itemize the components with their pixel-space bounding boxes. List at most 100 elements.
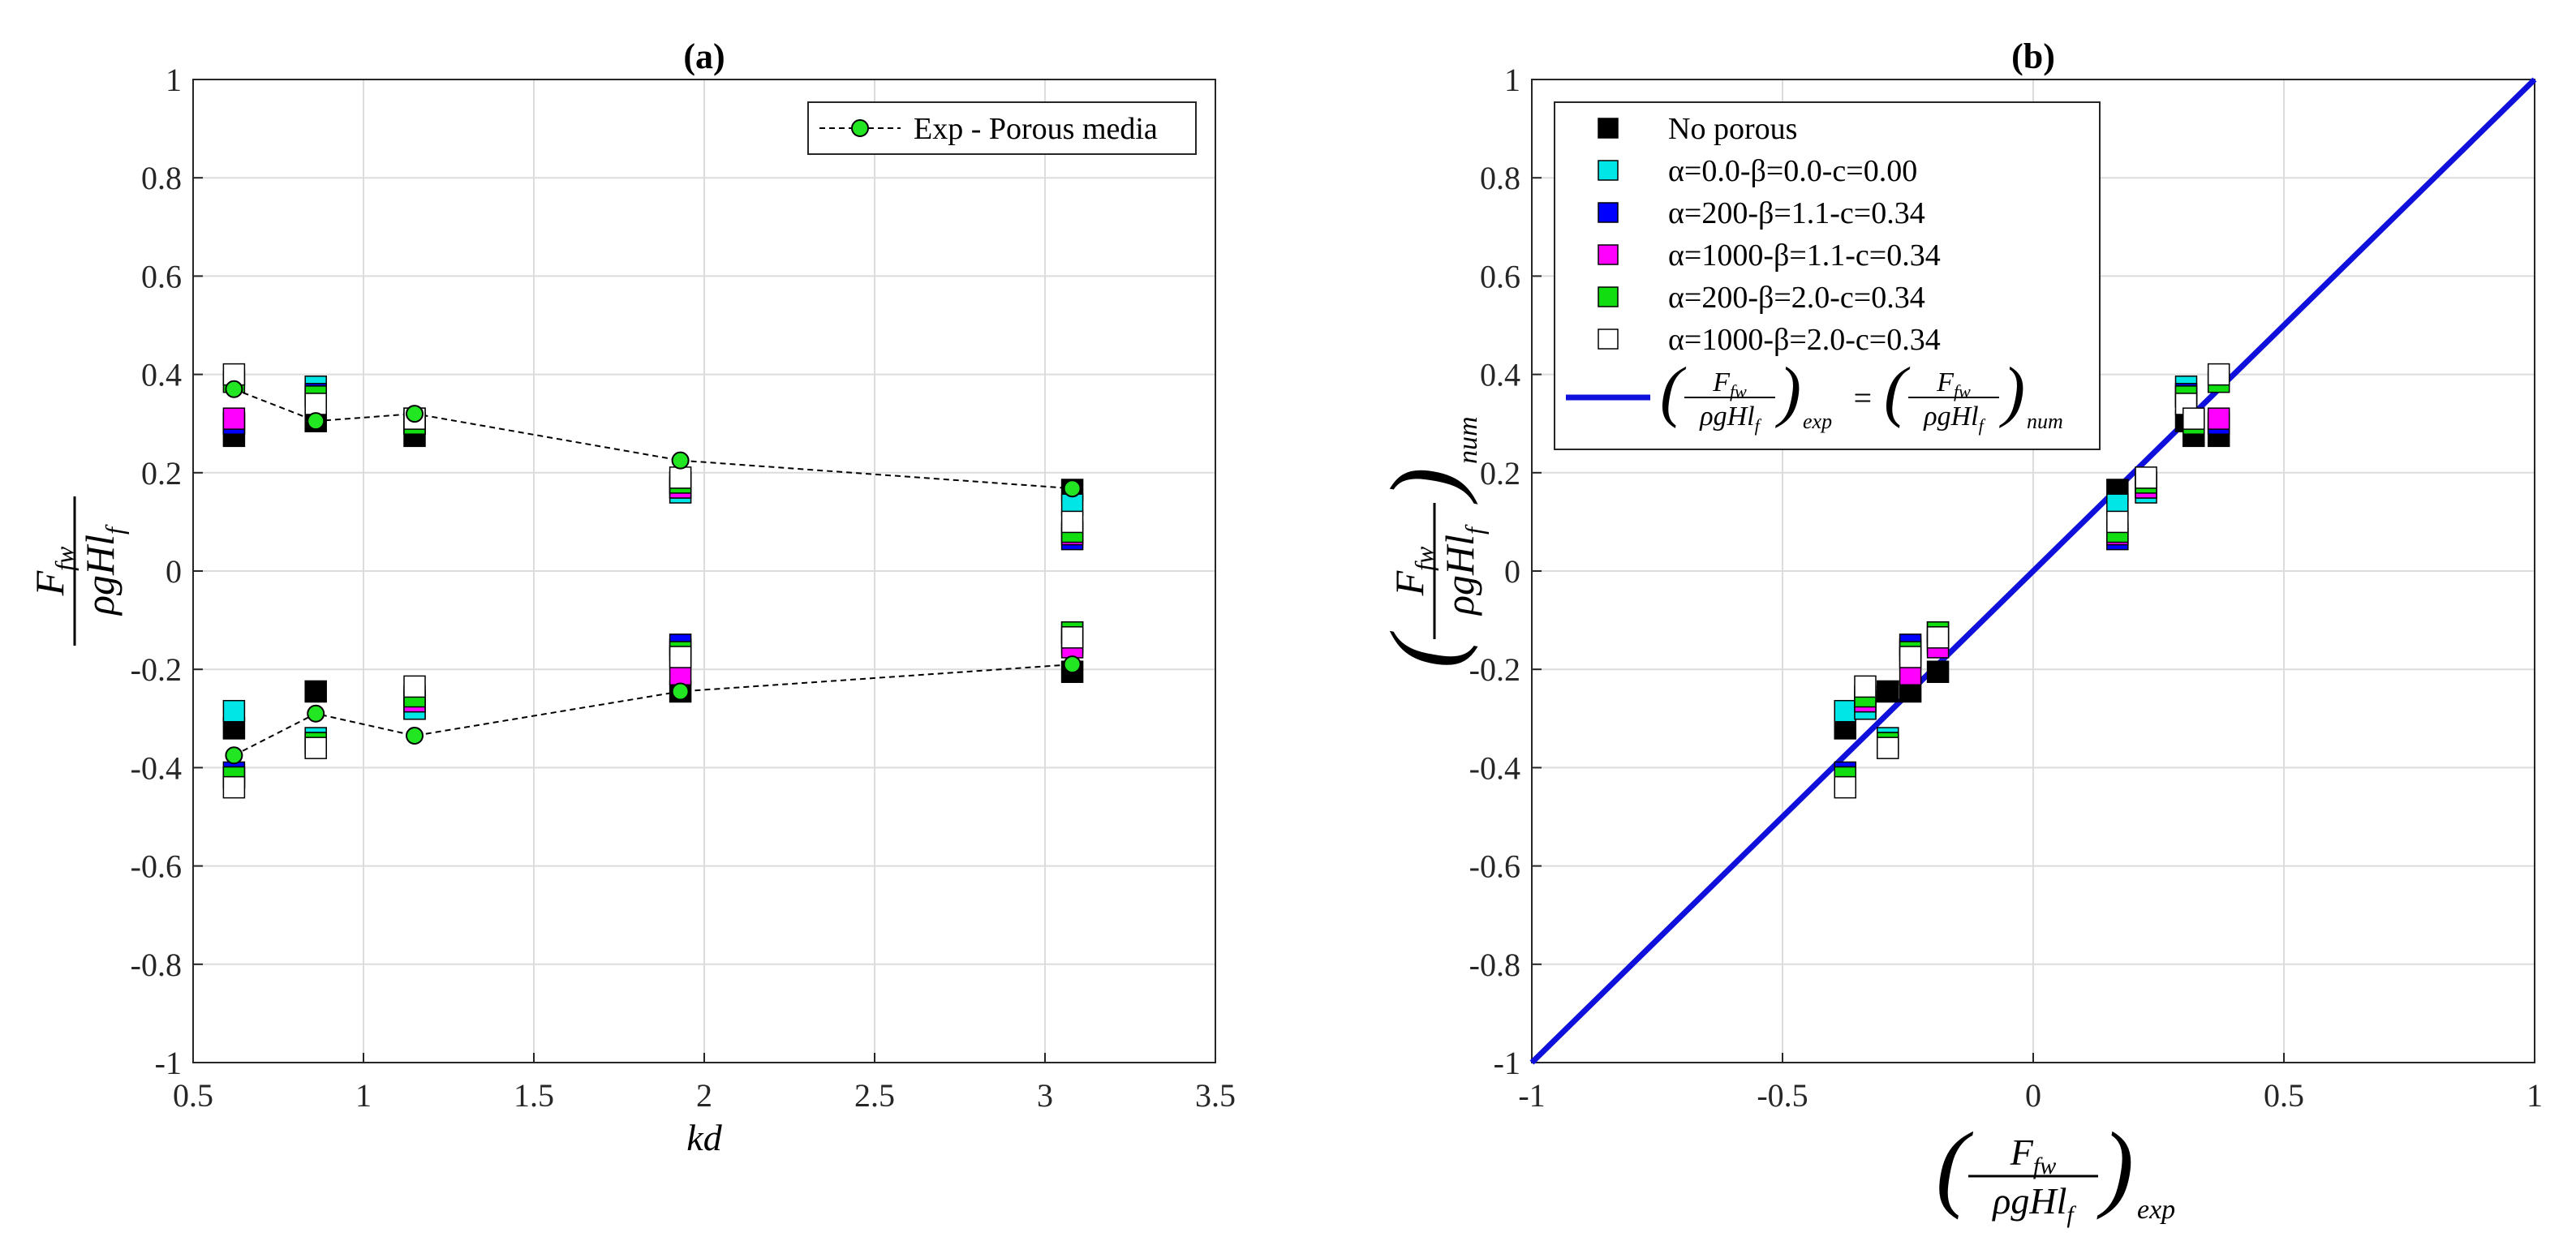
- b-xtick-label-2: 0: [2025, 1077, 2041, 1114]
- legend-b-marker-1: [1598, 160, 1619, 181]
- a-point-white-neg-0: [222, 775, 246, 799]
- xlabel-b-paren-left: (: [1936, 1112, 1974, 1220]
- xlabel-b: ( Ffw ρgHlf ) exp: [1936, 1112, 2175, 1228]
- b-point-white-neg-0: [1834, 775, 1856, 799]
- b-point-white-neg-2: [1854, 675, 1877, 698]
- b-point-cyan-neg-0: [1834, 699, 1856, 723]
- legend-b-label-5: α=1000-β=2.0-c=0.34: [1668, 323, 1941, 357]
- b-point-no-porous-neg-4: [1926, 660, 1950, 683]
- b-ytick-label-2: -0.6: [1469, 848, 1520, 885]
- xlabel-b-subscript: exp: [2137, 1195, 2175, 1225]
- b-point-no-porous-neg-1: [1877, 680, 1899, 703]
- title-a: (a): [683, 37, 725, 76]
- b-ytick-label-1: -0.8: [1469, 947, 1520, 983]
- legend-b-label-4: α=200-β=2.0-c=0.34: [1668, 281, 1925, 315]
- legend-b-label-2: α=200-β=1.1-c=0.34: [1668, 196, 1925, 230]
- xlabel-a: kd: [686, 1117, 722, 1158]
- b-identity-line: [1529, 77, 2537, 1065]
- legend-b-sub2: num: [2027, 410, 2063, 433]
- legend-b-marker-3: [1598, 244, 1619, 265]
- a-exp-point-y_positive-0: [225, 380, 243, 398]
- legend-b-label-0: No porous: [1668, 112, 1797, 146]
- a-exp-point-y_negative-4: [1063, 655, 1082, 674]
- legend-b-paren1-right: ): [1775, 354, 1801, 429]
- b-point-white-pos-3: [2135, 466, 2157, 489]
- legend-b-paren1-left: (: [1660, 354, 1687, 429]
- legend-b-box: [1554, 101, 2101, 450]
- ylabel-b-paren-left: (: [1370, 630, 1478, 668]
- b-ytick-label-5: 0: [1504, 553, 1520, 590]
- panel-a: 0.5 1 1.5 2 2.5 3 3.5 -1 -0.8 -0.6 -0.4 -0.2 0 0.2 0.4…: [27, 37, 1236, 1158]
- a-exp-point-y_positive-3: [671, 451, 690, 470]
- b-point-white-neg-4: [1926, 626, 1950, 649]
- a-ytick-label-7: 0.4: [141, 357, 182, 393]
- a-point-white-neg-2: [403, 675, 426, 698]
- legend-b-equals: =: [1851, 380, 1873, 416]
- a-xtick-label-1: 1: [355, 1077, 372, 1114]
- b-ytick-label-0: -1: [1494, 1045, 1520, 1081]
- b-ytick-label-8: 0.6: [1480, 258, 1520, 294]
- a-ytick-label-9: 0.8: [141, 160, 182, 196]
- a-exp-line-y_positive: [234, 388, 1073, 490]
- ylabel-b-subscript: num: [1453, 416, 1483, 464]
- b-xtick-label-0: -1: [1518, 1077, 1545, 1114]
- a-ytick-label-3: -0.4: [131, 749, 182, 786]
- a-exp-point-y_positive-2: [406, 405, 424, 423]
- marks-b: [1834, 363, 2230, 799]
- a-point-no-porous-neg-1: [304, 680, 327, 703]
- legend-b-marker-5: [1598, 329, 1619, 350]
- a-point-white-pos-4: [1060, 510, 1084, 534]
- b-xtick-label-1: -0.5: [1757, 1077, 1808, 1114]
- a-point-white-neg-3: [669, 646, 692, 668]
- a-exp-point-y_negative-0: [225, 746, 243, 765]
- a-ytick-label-1: -0.8: [131, 947, 182, 983]
- a-exp-point-y_negative-3: [671, 682, 690, 701]
- b-xtick-label-4: 1: [2527, 1077, 2543, 1114]
- legend-a-label: Exp - Porous media: [914, 112, 1158, 146]
- b-ytick-label-9: 0.8: [1480, 160, 1520, 196]
- a-ytick-label-10: 1: [166, 62, 182, 98]
- b-point-white-pos-4: [2106, 510, 2129, 534]
- legend-b-paren2-right: ): [1999, 354, 2025, 429]
- identity-line-group: [1529, 77, 2537, 1065]
- a-xtick-label-6: 3.5: [1195, 1077, 1236, 1114]
- a-exp-point-y_positive-4: [1063, 479, 1082, 498]
- a-exp-point-y_positive-1: [307, 412, 325, 431]
- b-point-white-pos-2: [2183, 407, 2205, 430]
- legend-b-den2: ρgHlf: [1923, 402, 1985, 436]
- legend-b-identity-label: ( Ffw ρgHlf ) exp = ( Ffw ρgHlf ) num: [1660, 354, 2063, 436]
- a-exp-point-y_negative-1: [307, 704, 325, 723]
- a-ytick-label-4: -0.2: [131, 651, 182, 688]
- ylabel-b: ( Ffw ρgHlf ) num: [1370, 416, 1489, 668]
- ylabel-a-denominator: ρgHlf: [77, 524, 129, 616]
- legend-a: Exp - Porous media: [807, 101, 1197, 155]
- xlabel-b-numerator: Ffw: [2010, 1132, 2056, 1179]
- panel-b: -1 -0.5 0 0.5 1 -1 -0.8 -0.6 -0.4 -0.2 0 0.2 0.4 0.6 0…: [1370, 37, 2543, 1228]
- b-ytick-label-7: 0.4: [1480, 357, 1520, 393]
- marks-a: [222, 363, 1084, 799]
- b-point-magenta-pos-0: [2207, 407, 2230, 430]
- a-point-white-neg-1: [304, 737, 327, 759]
- b-point-white-neg-1: [1877, 737, 1899, 759]
- a-point-white-pos-1: [304, 393, 327, 415]
- a-point-magenta-pos-0: [222, 407, 246, 430]
- legend-b-marker-0: [1598, 118, 1619, 139]
- a-exp-line-y_negative: [233, 664, 1073, 757]
- legend-b-items: No porous α=0.0-β=0.0-c=0.00 α=200-β=1.1-c…: [1598, 112, 1941, 357]
- legend-b-label-1: α=0.0-β=0.0-c=0.00: [1668, 154, 1917, 188]
- xlabel-b-denominator: ρgHlf: [1991, 1180, 2076, 1228]
- a-ytick-label-0: -1: [155, 1045, 182, 1081]
- ylabel-b-paren-right: ): [1370, 467, 1478, 505]
- xlabel-b-paren-right: ): [2096, 1112, 2134, 1220]
- a-xtick-label-0: 0.5: [173, 1077, 213, 1114]
- ticks-b: -1 -0.5 0 0.5 1 -1 -0.8 -0.6 -0.4 -0.2 0 0.2 0.4 0.6 0…: [1469, 62, 2543, 1114]
- grid-a: [192, 79, 1216, 1063]
- legend-b-marker-2: [1598, 202, 1619, 223]
- ylabel-b-denominator: ρgHlf: [1437, 524, 1489, 616]
- legend-b: No porous α=0.0-β=0.0-c=0.00 α=200-β=1.1-c…: [1554, 101, 2101, 450]
- legend-b-den1: ρgHlf: [1699, 402, 1761, 436]
- ylabel-a-numerator: Ffw: [27, 546, 79, 596]
- ylabel-b-numerator: Ffw: [1387, 546, 1439, 596]
- legend-b-paren2-left: (: [1884, 354, 1911, 429]
